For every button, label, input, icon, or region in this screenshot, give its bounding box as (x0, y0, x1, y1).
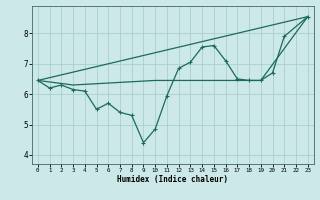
X-axis label: Humidex (Indice chaleur): Humidex (Indice chaleur) (117, 175, 228, 184)
